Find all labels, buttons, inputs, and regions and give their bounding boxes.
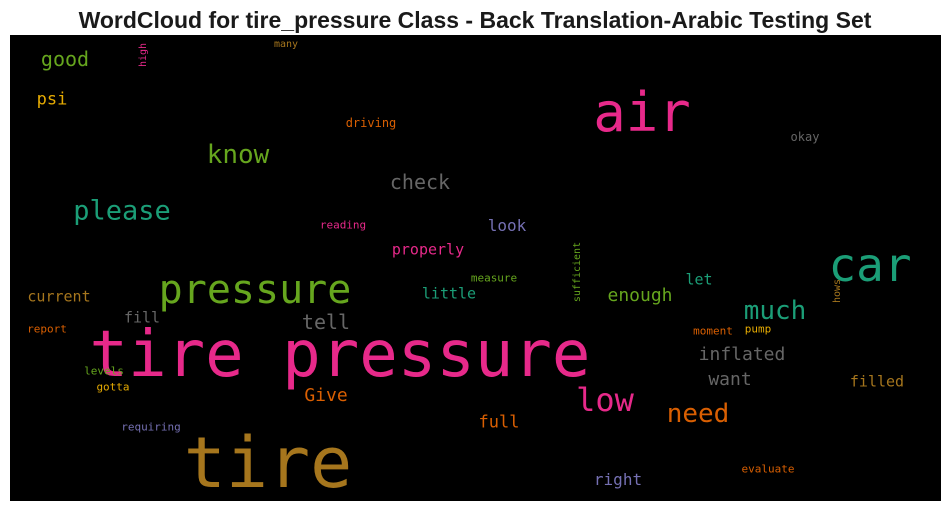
word-requiring: requiring (121, 420, 181, 434)
word-sufficient: sufficient (572, 241, 583, 303)
word-much: much (743, 296, 807, 326)
word-moment: moment (693, 324, 733, 338)
word-good: good (40, 47, 90, 71)
word-gotta: gotta (96, 380, 130, 394)
word-tire: tire (183, 422, 353, 501)
word-many: many (273, 39, 299, 50)
word-car: car (828, 238, 912, 292)
wordcloud-canvas: tire pressure tire air car pressure low much ne… (10, 35, 941, 501)
word-little: little (421, 284, 477, 303)
word-check: check (389, 170, 451, 194)
word-driving: driving (345, 116, 397, 130)
word-fill: fill (123, 308, 161, 327)
word-reading: reading (319, 218, 367, 232)
chart-title: WordCloud for tire_pressure Class - Back… (78, 7, 872, 33)
word-give: Give (304, 385, 348, 406)
word-levels: levels (84, 364, 124, 378)
word-evaluate: evaluate (741, 462, 795, 476)
word-look: look (487, 216, 527, 235)
word-want: want (708, 369, 752, 390)
word-okay: okay (790, 130, 820, 144)
word-measure: measure (470, 271, 518, 285)
word-right: right (593, 470, 643, 489)
word-pressure: pressure (158, 267, 352, 313)
word-pump: pump (744, 322, 772, 336)
word-filled: filled (849, 372, 905, 391)
word-tell: tell (301, 310, 351, 334)
word-enough: enough (607, 285, 673, 306)
word-low: low (576, 381, 634, 419)
word-need: need (666, 399, 730, 429)
word-know: know (206, 140, 270, 170)
word-full: full (478, 412, 520, 433)
word-current: current (27, 287, 91, 306)
word-hows: hows (832, 278, 843, 304)
word-inflated: inflated (698, 344, 786, 365)
word-high: high (138, 42, 149, 68)
word-please: please (73, 195, 171, 227)
word-let: let (685, 270, 713, 289)
word-report: report (27, 322, 67, 336)
word-air: air (593, 81, 691, 144)
word-properly: properly (391, 240, 465, 259)
word-tire-pressure: tire pressure (89, 318, 591, 392)
word-psi: psi (36, 89, 68, 110)
